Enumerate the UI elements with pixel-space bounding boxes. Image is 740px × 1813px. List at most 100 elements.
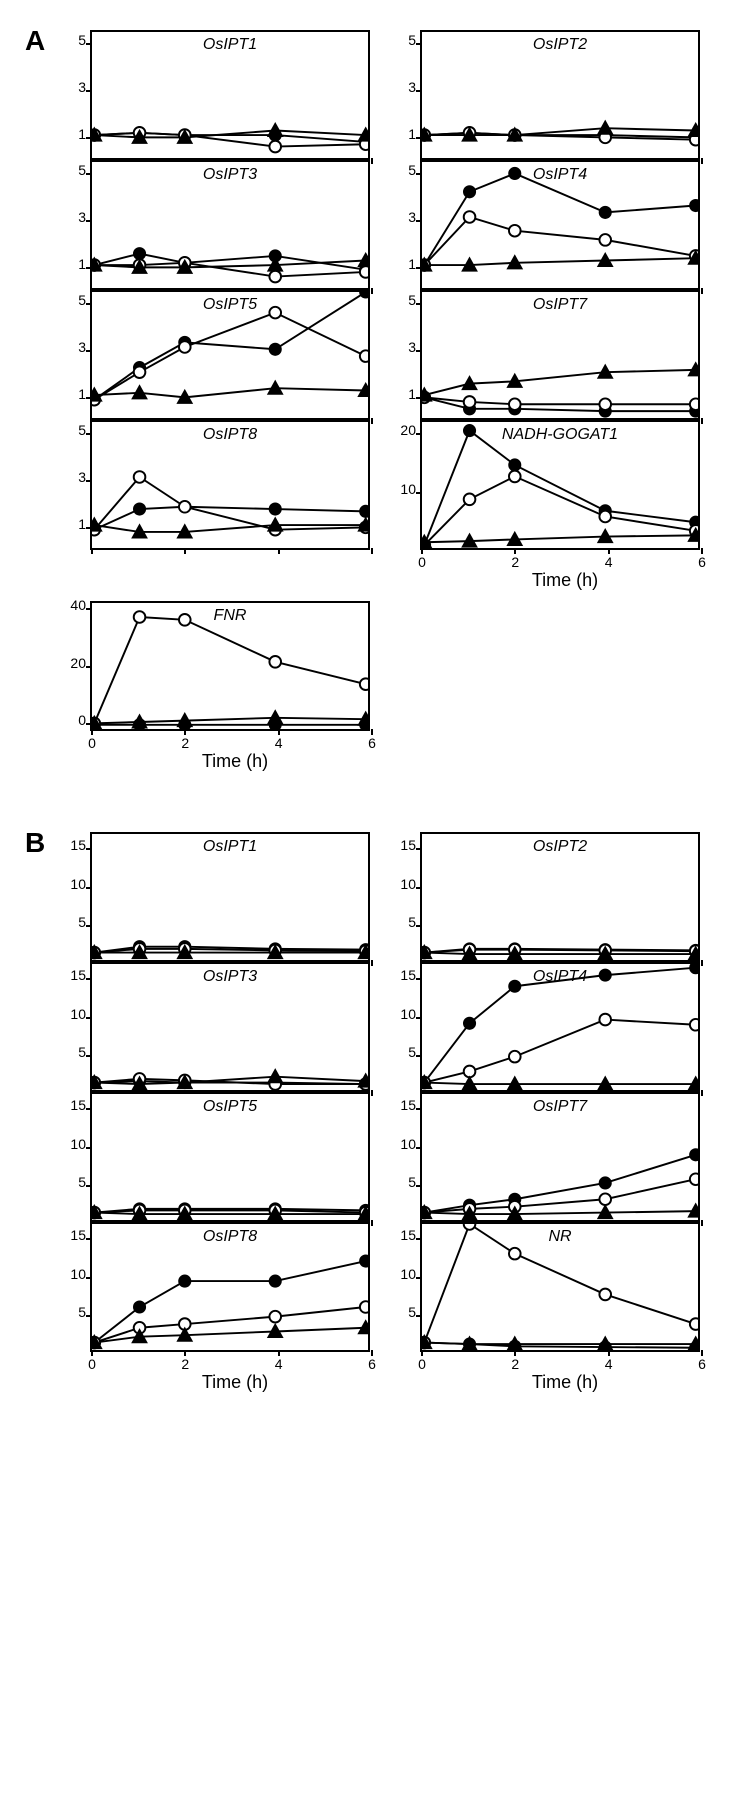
y-tick-label: 5 — [78, 292, 92, 308]
series-line — [424, 258, 695, 265]
marker-open_circle — [360, 266, 368, 278]
y-tick-label: 5 — [78, 32, 92, 48]
marker-open_circle — [269, 307, 281, 319]
x-tick-label: 0 — [88, 729, 96, 751]
chart-osipt8: OsIPT8135 — [90, 420, 370, 550]
chart-cell: OsIPT7135 — [420, 290, 710, 420]
marker-open_circle — [509, 1248, 521, 1260]
x-tick-label: 6 — [698, 1350, 706, 1372]
y-tick-label: 20 — [70, 655, 92, 671]
chart-title: OsIPT3 — [203, 166, 257, 184]
y-tick-label: 1 — [78, 516, 92, 532]
chart-title: NR — [548, 1228, 571, 1246]
y-tick-label: 1 — [78, 386, 92, 402]
chart-cell: OsIPT4135 — [420, 160, 710, 290]
y-tick-label: 3 — [78, 469, 92, 485]
x-tick-mark — [184, 548, 186, 554]
marker-open_circle — [269, 141, 281, 153]
marker-open_circle — [360, 1301, 368, 1313]
y-tick-label: 5 — [408, 1044, 422, 1060]
marker-open_circle — [509, 225, 521, 237]
y-tick-label: 5 — [408, 292, 422, 308]
chart-cell: OsIPT1135 — [90, 30, 380, 160]
y-tick-label: 10 — [400, 1006, 422, 1022]
y-tick-label: 1 — [408, 386, 422, 402]
y-tick-label: 1 — [408, 126, 422, 142]
chart-fnr: FNR020400246 — [90, 601, 370, 731]
y-tick-label: 10 — [400, 1136, 422, 1152]
marker-open_circle — [360, 350, 368, 362]
y-tick-label: 3 — [408, 79, 422, 95]
chart-osipt1: OsIPT151015 — [90, 832, 370, 962]
x-tick-mark — [278, 548, 280, 554]
y-tick-label: 15 — [400, 1097, 422, 1113]
marker-triangle — [268, 123, 283, 137]
y-tick-label: 1 — [78, 126, 92, 142]
marker-filled_circle — [360, 292, 368, 298]
marker-filled_circle — [509, 168, 521, 180]
chart-cell: OsIPT8135 — [90, 420, 380, 601]
x-tick-label: 6 — [368, 729, 376, 751]
y-tick-label: 10 — [400, 481, 422, 497]
marker-triangle — [132, 385, 147, 399]
marker-filled_circle — [690, 200, 698, 212]
x-tick-label: 0 — [418, 548, 426, 570]
series-line — [94, 617, 365, 723]
y-tick-label: 5 — [408, 1304, 422, 1320]
marker-open_circle — [599, 234, 611, 246]
y-tick-label: 15 — [400, 1227, 422, 1243]
chart-cell: OsIPT551015 — [90, 1092, 380, 1222]
chart-cell — [420, 601, 710, 782]
marker-triangle — [92, 518, 102, 532]
y-tick-label: 0 — [78, 712, 92, 728]
chart-cell: OsIPT2135 — [420, 30, 710, 160]
marker-open_circle — [179, 614, 191, 626]
x-tick-label: 2 — [511, 1350, 519, 1372]
marker-open_circle — [690, 398, 698, 410]
y-tick-label: 15 — [70, 837, 92, 853]
chart-title: OsIPT2 — [533, 36, 587, 54]
marker-filled_circle — [269, 343, 281, 355]
y-tick-label: 5 — [78, 914, 92, 930]
chart-osipt2: OsIPT251015 — [420, 832, 700, 962]
panel-label: A — [25, 25, 45, 57]
series-line — [424, 370, 695, 395]
chart-cell: OsIPT151015 — [90, 832, 380, 962]
marker-filled_circle — [599, 207, 611, 219]
marker-open_circle — [599, 511, 611, 523]
marker-filled_circle — [269, 503, 281, 515]
chart-title: NADH-GOGAT1 — [502, 426, 618, 444]
y-tick-label: 40 — [70, 597, 92, 613]
marker-open_circle — [134, 471, 146, 483]
marker-open_circle — [509, 1051, 521, 1063]
x-tick-label: 4 — [605, 1350, 613, 1372]
x-tick-label: 0 — [418, 1350, 426, 1372]
x-tick-label: 4 — [605, 548, 613, 570]
y-tick-label: 10 — [70, 1136, 92, 1152]
chart-title: FNR — [214, 607, 247, 625]
y-tick-label: 3 — [408, 209, 422, 225]
figure-section-b: BRelative gene expressionOsIPT151015OsIP… — [20, 822, 720, 1403]
x-tick-label: 2 — [181, 1350, 189, 1372]
marker-filled_circle — [134, 503, 146, 515]
chart-nadh-gogat1: NADH-GOGAT110200246 — [420, 420, 700, 550]
marker-filled_circle — [509, 980, 521, 992]
x-axis-label: Time (h) — [90, 1372, 380, 1393]
y-tick-label: 20 — [400, 422, 422, 438]
y-tick-label: 5 — [408, 1174, 422, 1190]
y-tick-label: 3 — [78, 339, 92, 355]
chart-title: OsIPT5 — [203, 296, 257, 314]
marker-open_circle — [690, 1173, 698, 1185]
marker-open_circle — [599, 398, 611, 410]
chart-title: OsIPT7 — [533, 296, 587, 314]
marker-filled_circle — [464, 425, 476, 437]
series-line — [94, 477, 365, 530]
x-tick-label: 6 — [698, 548, 706, 570]
marker-open_circle — [269, 1311, 281, 1323]
y-tick-label: 5 — [78, 1304, 92, 1320]
y-tick-label: 5 — [408, 162, 422, 178]
marker-open_circle — [464, 494, 476, 506]
series-line — [424, 217, 695, 265]
marker-filled_circle — [269, 1275, 281, 1287]
chart-osipt2: OsIPT2135 — [420, 30, 700, 160]
